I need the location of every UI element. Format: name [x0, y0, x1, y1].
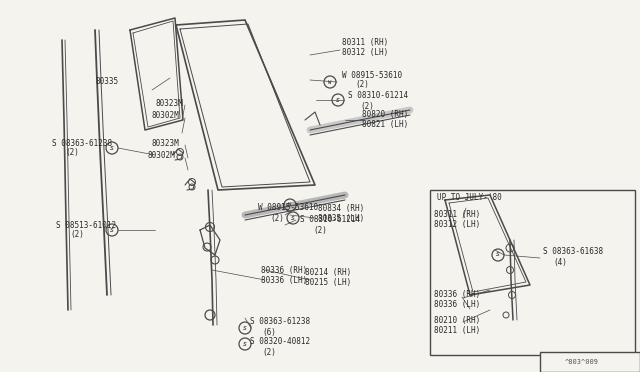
- Text: S: S: [243, 341, 247, 346]
- Text: S 08513-61012: S 08513-61012: [56, 221, 116, 230]
- Text: S 08363-61238: S 08363-61238: [52, 138, 112, 148]
- Text: (2): (2): [355, 80, 369, 90]
- Text: 80302M: 80302M: [152, 112, 180, 121]
- Text: ^803^009: ^803^009: [565, 359, 599, 365]
- Text: 80336 (LH): 80336 (LH): [434, 301, 480, 310]
- Text: 80311 (RH): 80311 (RH): [342, 38, 388, 48]
- Text: S 08320-40812: S 08320-40812: [250, 337, 310, 346]
- Text: S 08363-61638: S 08363-61638: [543, 247, 603, 257]
- Text: 80834 (RH): 80834 (RH): [318, 203, 364, 212]
- Text: S: S: [291, 215, 295, 221]
- Bar: [430, 190, 635, 355]
- Text: S: S: [496, 253, 500, 257]
- Text: 80821 (LH): 80821 (LH): [362, 119, 408, 128]
- Text: (6): (6): [262, 327, 276, 337]
- Text: 80210 (RH): 80210 (RH): [434, 315, 480, 324]
- Text: 80302M: 80302M: [148, 151, 176, 160]
- Text: 80215 (LH): 80215 (LH): [305, 278, 351, 286]
- Text: 80312 (LH): 80312 (LH): [434, 221, 480, 230]
- Text: S 08310-61214: S 08310-61214: [348, 92, 408, 100]
- Text: W 08915-53610: W 08915-53610: [258, 203, 318, 212]
- Text: S: S: [243, 326, 247, 330]
- Text: 80323M: 80323M: [155, 99, 183, 108]
- Text: 80214 (RH): 80214 (RH): [305, 267, 351, 276]
- Text: W: W: [289, 202, 292, 208]
- Text: 80336 (LH): 80336 (LH): [261, 276, 307, 285]
- Text: UP TO JULY-'80: UP TO JULY-'80: [437, 193, 502, 202]
- Text: S: S: [110, 145, 114, 151]
- Text: (4): (4): [553, 257, 567, 266]
- Text: S: S: [110, 228, 114, 232]
- Text: (2): (2): [262, 347, 276, 356]
- Bar: [540, 352, 640, 372]
- Text: W 08915-53610: W 08915-53610: [342, 71, 402, 80]
- Text: 80820 (RH): 80820 (RH): [362, 109, 408, 119]
- Text: 80335: 80335: [95, 77, 118, 87]
- Text: 80835 (LH): 80835 (LH): [318, 214, 364, 222]
- Text: 80211 (LH): 80211 (LH): [434, 326, 480, 334]
- Text: (2): (2): [313, 225, 327, 234]
- Text: S 08363-61238: S 08363-61238: [250, 317, 310, 327]
- Text: (2): (2): [70, 231, 84, 240]
- Text: 80312 (LH): 80312 (LH): [342, 48, 388, 58]
- Text: 80323M: 80323M: [152, 138, 180, 148]
- Text: (2): (2): [360, 102, 374, 110]
- Text: (2): (2): [65, 148, 79, 157]
- Text: S: S: [336, 97, 340, 103]
- Text: 80336 (RH): 80336 (RH): [261, 266, 307, 275]
- Text: S 08310-61214: S 08310-61214: [300, 215, 360, 224]
- Text: (2): (2): [270, 214, 284, 222]
- Text: 80336 (RH): 80336 (RH): [434, 291, 480, 299]
- Text: 80311 (RH): 80311 (RH): [434, 211, 480, 219]
- Text: W: W: [328, 80, 332, 84]
